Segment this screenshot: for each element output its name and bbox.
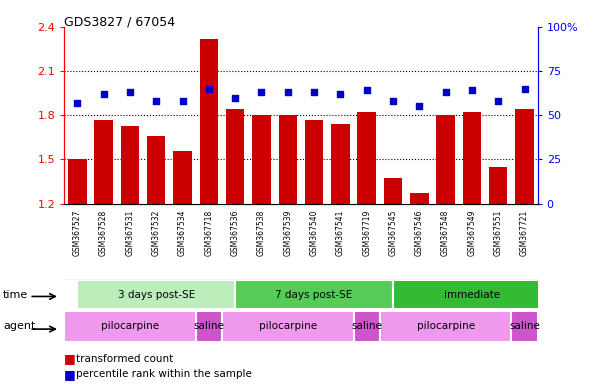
Text: saline: saline bbox=[351, 321, 382, 331]
Text: percentile rank within the sample: percentile rank within the sample bbox=[76, 369, 252, 379]
Text: ■: ■ bbox=[64, 368, 76, 381]
Text: GSM367546: GSM367546 bbox=[415, 210, 424, 256]
Bar bbox=[222, 311, 354, 342]
Bar bbox=[511, 311, 538, 342]
Bar bbox=[463, 112, 481, 204]
Text: GSM367536: GSM367536 bbox=[230, 210, 240, 256]
Text: GSM367721: GSM367721 bbox=[520, 210, 529, 256]
Point bbox=[257, 89, 266, 95]
Text: pilocarpine: pilocarpine bbox=[258, 321, 317, 331]
Bar bbox=[305, 120, 323, 204]
Bar bbox=[121, 126, 139, 204]
Text: 7 days post-SE: 7 days post-SE bbox=[276, 290, 353, 300]
Point bbox=[230, 94, 240, 101]
Bar bbox=[489, 167, 507, 204]
Point bbox=[204, 86, 214, 92]
Text: agent: agent bbox=[3, 321, 35, 331]
Bar bbox=[147, 136, 166, 204]
Point bbox=[335, 91, 345, 97]
Text: saline: saline bbox=[509, 321, 540, 331]
Text: pilocarpine: pilocarpine bbox=[101, 321, 159, 331]
Text: GSM367538: GSM367538 bbox=[257, 210, 266, 256]
Bar bbox=[174, 151, 192, 204]
Bar bbox=[196, 311, 222, 342]
Text: GSM367539: GSM367539 bbox=[284, 210, 292, 256]
Bar bbox=[68, 159, 87, 204]
Point bbox=[519, 86, 529, 92]
Bar bbox=[226, 109, 244, 204]
Point bbox=[388, 98, 398, 104]
Bar bbox=[384, 179, 402, 204]
Text: GSM367545: GSM367545 bbox=[389, 210, 398, 256]
Text: pilocarpine: pilocarpine bbox=[417, 321, 475, 331]
Point bbox=[493, 98, 503, 104]
Bar bbox=[235, 280, 393, 309]
Point bbox=[467, 88, 477, 94]
Text: time: time bbox=[3, 290, 28, 300]
Text: GDS3827 / 67054: GDS3827 / 67054 bbox=[64, 15, 175, 28]
Bar bbox=[354, 311, 380, 342]
Text: transformed count: transformed count bbox=[76, 354, 174, 364]
Text: GSM367548: GSM367548 bbox=[441, 210, 450, 256]
Bar bbox=[95, 120, 113, 204]
Point bbox=[73, 100, 82, 106]
Bar bbox=[78, 280, 235, 309]
Point bbox=[414, 103, 424, 109]
Text: GSM367541: GSM367541 bbox=[336, 210, 345, 256]
Text: GSM367551: GSM367551 bbox=[494, 210, 503, 256]
Bar bbox=[200, 39, 218, 204]
Bar bbox=[436, 115, 455, 204]
Point bbox=[362, 88, 371, 94]
Text: saline: saline bbox=[194, 321, 224, 331]
Text: GSM367719: GSM367719 bbox=[362, 210, 371, 256]
Text: GSM367540: GSM367540 bbox=[310, 210, 318, 256]
Text: immediate: immediate bbox=[444, 290, 500, 300]
Bar bbox=[357, 112, 376, 204]
Point bbox=[178, 98, 188, 104]
Bar bbox=[279, 115, 297, 204]
Point bbox=[125, 89, 135, 95]
Point bbox=[441, 89, 450, 95]
Text: GSM367531: GSM367531 bbox=[125, 210, 134, 256]
Text: GSM367549: GSM367549 bbox=[467, 210, 477, 256]
Text: GSM367534: GSM367534 bbox=[178, 210, 187, 256]
Bar bbox=[252, 115, 271, 204]
Point bbox=[99, 91, 109, 97]
Point bbox=[309, 89, 319, 95]
Point bbox=[283, 89, 293, 95]
Bar bbox=[393, 280, 551, 309]
Bar bbox=[515, 109, 534, 204]
Text: GSM367528: GSM367528 bbox=[99, 210, 108, 256]
Text: GSM367527: GSM367527 bbox=[73, 210, 82, 256]
Bar bbox=[331, 124, 349, 204]
Bar bbox=[380, 311, 511, 342]
Bar bbox=[410, 193, 428, 204]
Bar bbox=[64, 311, 196, 342]
Text: GSM367532: GSM367532 bbox=[152, 210, 161, 256]
Point bbox=[152, 98, 161, 104]
Text: ■: ■ bbox=[64, 353, 76, 366]
Text: GSM367718: GSM367718 bbox=[204, 210, 213, 256]
Text: 3 days post-SE: 3 days post-SE bbox=[117, 290, 195, 300]
